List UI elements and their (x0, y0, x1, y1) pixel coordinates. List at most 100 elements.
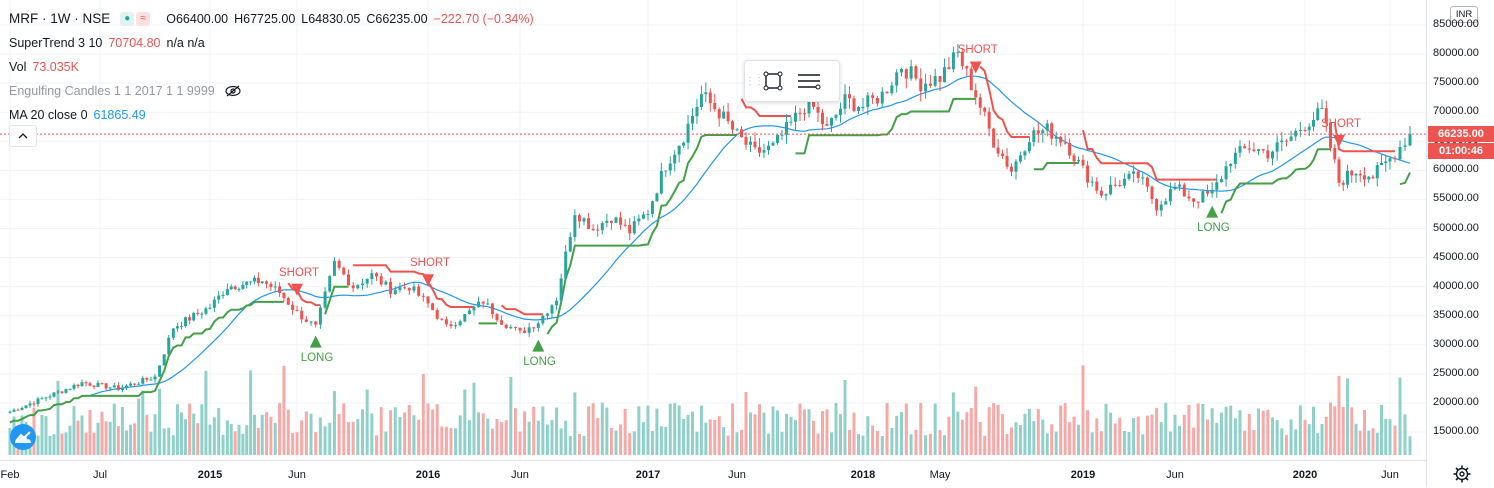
price-tick-label: 55000.00 (1433, 192, 1479, 205)
candle-body (393, 290, 397, 295)
candle-body (861, 106, 865, 108)
volume-bar (1280, 428, 1284, 455)
candle-body (225, 289, 229, 296)
volume-bar (188, 403, 192, 455)
volume-bar (992, 402, 996, 455)
tradingview-logo[interactable] (10, 424, 36, 450)
volume-bar (112, 403, 116, 455)
candle-body (1150, 186, 1154, 200)
candle-body (145, 377, 149, 380)
candle-body (536, 323, 540, 328)
currency-badge[interactable]: INR (1450, 6, 1478, 23)
candle-body (776, 135, 779, 143)
candle-body (816, 106, 820, 113)
settings-lines-button[interactable] (791, 63, 827, 99)
long-signal-label: LONG (523, 355, 556, 368)
price-axis[interactable] (1426, 0, 1494, 487)
candle-body (346, 274, 350, 286)
symbol-title[interactable]: MRF · 1W · NSE (9, 11, 111, 26)
ohlc-low: L64830.05 (301, 12, 361, 26)
volume-bar (875, 431, 879, 455)
volume-bar (568, 436, 572, 455)
volume-bar (619, 424, 623, 455)
volume-bar (708, 419, 712, 455)
candle-body (996, 147, 1000, 154)
time-tick-label: Jun (1381, 469, 1399, 481)
candle-body (1192, 198, 1196, 202)
drag-handle-icon[interactable]: ⋮⋮ (745, 75, 764, 87)
volume-bar (816, 433, 820, 455)
floating-toolbar[interactable]: ⋮⋮ (744, 60, 840, 102)
gear-icon[interactable] (1452, 464, 1472, 484)
volume-bar (318, 417, 322, 455)
volume-legend[interactable]: Vol 73.035K (9, 55, 534, 79)
volume-bar (789, 416, 793, 455)
time-axis[interactable] (0, 460, 1426, 488)
candle-body (265, 281, 269, 284)
volume-bar (472, 382, 476, 455)
volume-bar (300, 420, 304, 455)
candle-body (1354, 173, 1358, 176)
candle-body (196, 312, 200, 315)
volume-bar (1337, 375, 1341, 455)
candle-body (1122, 178, 1126, 186)
candle-body (200, 313, 204, 315)
candle-body (655, 193, 659, 202)
volume-bar (1408, 436, 1412, 455)
volume-bar (1001, 414, 1005, 455)
volume-bar (641, 422, 645, 455)
candle-body (1063, 142, 1067, 144)
volume-bar (282, 365, 286, 455)
candle-body (1307, 126, 1311, 131)
volume-bar (1090, 432, 1094, 455)
volume-bar (600, 402, 604, 455)
candle-body (564, 251, 568, 279)
volume-bar (668, 403, 672, 455)
volume-bar (726, 435, 730, 455)
candle-body (866, 95, 870, 107)
ma-legend[interactable]: MA 20 close 0 61865.49 (9, 103, 534, 127)
compare-pill[interactable]: ● ≈ (120, 12, 151, 26)
candle-body (646, 213, 650, 215)
volume-bar (92, 432, 96, 455)
volume-bar (212, 417, 216, 455)
volume-bar (821, 411, 824, 455)
supertrend-legend[interactable]: SuperTrend 3 10 70704.80 n/a n/a (9, 31, 534, 55)
candle-body (356, 285, 360, 289)
candle-body (956, 52, 960, 54)
frame-button[interactable] (755, 63, 791, 99)
supertrend-line (1399, 172, 1411, 186)
volume-bar (314, 432, 318, 455)
candle-body (332, 260, 336, 276)
volume-bar (807, 409, 811, 455)
volume-bar (1316, 433, 1320, 455)
volume-bar (1081, 365, 1085, 455)
volume-bar (1196, 403, 1200, 455)
volume-bar (1063, 403, 1067, 455)
candle-body (947, 67, 951, 70)
candle-body (1141, 177, 1145, 179)
candle-body (129, 383, 133, 386)
volume-bar (141, 390, 145, 455)
volume-bar (928, 433, 932, 455)
volume-bar (942, 435, 946, 455)
volume-bar (1247, 413, 1251, 455)
candle-body (84, 382, 88, 384)
candle-body (1050, 123, 1054, 139)
price-tick-label: 25000.00 (1433, 366, 1479, 379)
eye-crossed-icon[interactable] (225, 85, 241, 97)
candle-body (1320, 108, 1324, 110)
collapse-legend-button[interactable] (9, 125, 37, 147)
volume-bar (1252, 430, 1256, 455)
volume-bar (40, 414, 44, 455)
volume-bar (623, 408, 627, 455)
volume-bar (947, 416, 951, 455)
volume-bar (527, 421, 531, 455)
engulfing-legend[interactable]: Engulfing Candles 1 1 2017 1 1 9999 (9, 79, 534, 103)
volume-bar (880, 436, 884, 455)
candle-body (1333, 147, 1337, 160)
volume-bar (100, 411, 104, 455)
ma-value: 61865.49 (93, 108, 146, 122)
volume-bar (532, 406, 536, 455)
